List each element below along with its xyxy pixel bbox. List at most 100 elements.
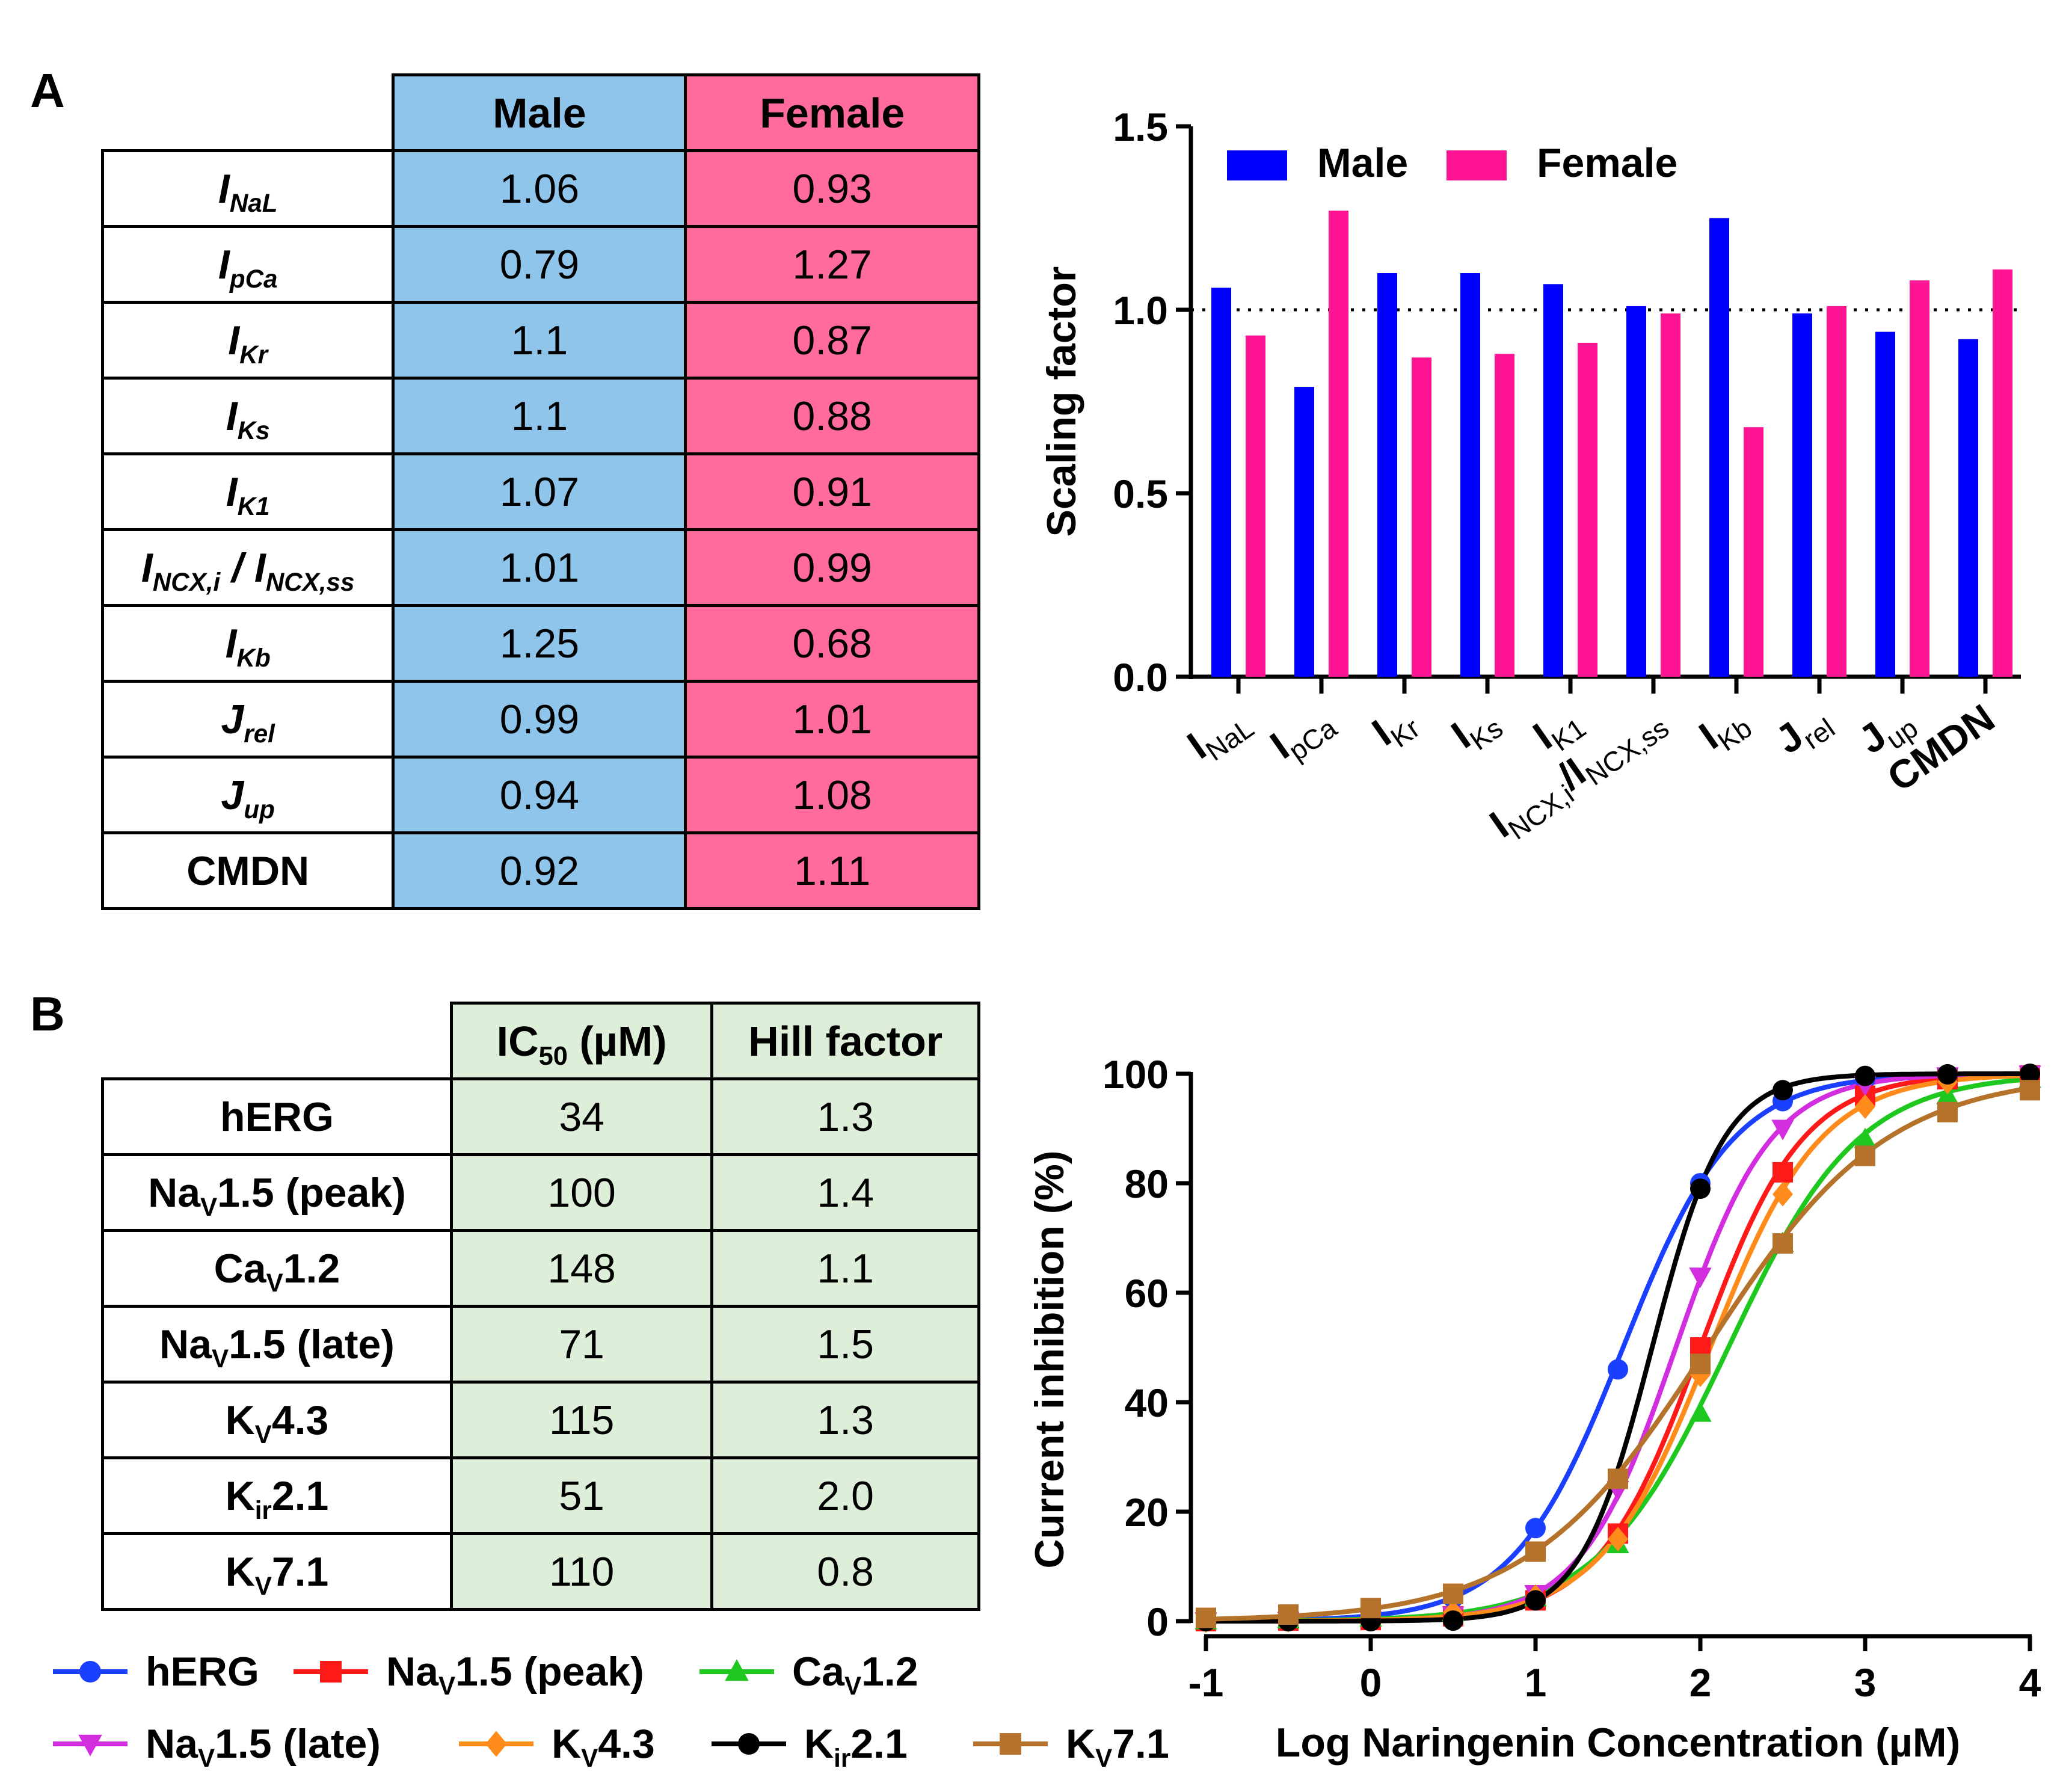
channel-suffix: 1.5 (late)	[229, 1321, 395, 1367]
table-row: KV7.1 110 0.8	[101, 1532, 980, 1611]
data-point	[1525, 1590, 1546, 1611]
bar-female	[1661, 313, 1680, 677]
row-label-main: I	[226, 393, 238, 439]
table-row: IKs 1.1 0.88	[100, 377, 980, 455]
legend-item: NaV1.5 (peak)	[289, 1648, 644, 1698]
data-point	[1525, 1518, 1546, 1539]
bar-male	[1958, 339, 1978, 677]
row-label-main: I	[218, 241, 230, 288]
y-tick-label: 100	[1102, 1052, 1169, 1097]
data-point	[1937, 1064, 1958, 1085]
row-label-main: I	[141, 544, 153, 591]
male-value: 0.94	[392, 756, 687, 834]
bar-female	[1744, 427, 1763, 677]
hill-value: 1.1	[710, 1229, 980, 1308]
panel-b-label: B	[30, 987, 65, 1041]
x-tick-label: 3	[1854, 1660, 1877, 1705]
subscript: Kr	[239, 340, 268, 369]
table-row: Jup 0.94 1.08	[100, 756, 980, 834]
hill-value: 1.5	[710, 1305, 980, 1384]
data-point	[1855, 1065, 1875, 1086]
male-value: 1.01	[392, 528, 687, 607]
table-row: INCX,i / INCX,ss 1.01 0.99	[100, 528, 980, 607]
table-row: KV4.3 115 1.3	[101, 1381, 980, 1459]
channel-label: NaV1.5 (late)	[101, 1305, 453, 1384]
female-value: 1.11	[684, 831, 980, 910]
channel-name: K	[225, 1473, 255, 1519]
ic50-value: 71	[449, 1305, 714, 1384]
legend-marker-icon	[53, 1734, 128, 1757]
channel-suffix: 1.2	[283, 1245, 340, 1292]
hill-value: 0.8	[710, 1532, 980, 1611]
data-point	[1689, 1401, 1712, 1422]
table-row: CaV1.2 148 1.1	[101, 1229, 980, 1308]
legend-label: NaV1.5 (peak)	[386, 1648, 644, 1698]
subscript: V	[197, 1743, 215, 1772]
table-row: CMDN 0.92 1.11	[100, 831, 980, 910]
subscript: pCa	[229, 264, 278, 293]
data-point	[1443, 1610, 1463, 1631]
subscript: K1	[237, 491, 270, 520]
row-label-main: I	[225, 620, 237, 667]
data-point	[1608, 1468, 1628, 1489]
legend-tail: 2.1	[850, 1721, 908, 1767]
channel-name: hERG	[220, 1094, 334, 1140]
x-tick-label: 2	[1690, 1660, 1712, 1705]
data-point	[1771, 1119, 1794, 1141]
data-point	[1689, 1267, 1712, 1289]
legend-label: hERG	[146, 1648, 259, 1695]
legend-tail: 7.1	[1112, 1721, 1169, 1767]
channel-name: Ca	[214, 1245, 266, 1292]
channel-label: CaV1.2	[101, 1229, 453, 1308]
table-row: hERG 34 1.3	[101, 1077, 980, 1156]
y-axis-title: Current inhibition (%)	[1027, 1150, 1072, 1568]
row-label-main: J	[221, 772, 244, 818]
legend-main: K	[552, 1721, 582, 1767]
y-tick-label: 20	[1125, 1490, 1169, 1535]
bar-female	[1827, 306, 1846, 677]
row-label: INCX,i / INCX,ss	[100, 528, 395, 607]
bar-male	[1294, 387, 1314, 677]
subscript: NCX,i	[152, 567, 221, 596]
y-tick-label: 60	[1125, 1271, 1169, 1316]
bar-male	[1211, 288, 1231, 677]
table-corner	[103, 75, 393, 151]
x-tick-label: 1	[1525, 1660, 1547, 1705]
female-value: 1.08	[684, 756, 980, 834]
subscript: rel	[244, 719, 275, 748]
male-column-header: Male	[392, 73, 687, 152]
subscript: V	[438, 1671, 456, 1700]
bar-female	[1495, 354, 1514, 677]
bar-male	[1626, 306, 1646, 677]
table-row: IK1 1.07 0.91	[100, 452, 980, 531]
hill-value: 1.3	[710, 1381, 980, 1459]
legend-main: K	[804, 1721, 834, 1767]
table-row: NaV1.5 (peak) 100 1.4	[101, 1153, 980, 1232]
data-point	[1690, 1353, 1711, 1375]
y-tick-label: 1.5	[1113, 105, 1168, 149]
channel-name: K	[225, 1548, 255, 1595]
subscript: V	[254, 1420, 272, 1449]
legend-main: hERG	[146, 1649, 259, 1695]
y-tick-label: 40	[1125, 1381, 1169, 1425]
scaling-factor-table: Male Female INaL 1.06 0.93 IpCa 0.79 1.27 IKr 1…	[100, 73, 980, 910]
scaling-factor-bar-chart: 0.0 0.5 1.0 1.5 Scaling factor INaL IpCa IKr IKs…	[1039, 105, 2021, 846]
data-point	[1608, 1527, 1628, 1551]
y-tick-label: 0.5	[1113, 472, 1168, 516]
male-value: 1.06	[392, 149, 687, 228]
row-label-main: / I	[220, 544, 266, 591]
row-label-main: I	[226, 469, 238, 515]
female-value: 0.68	[684, 604, 980, 683]
bar-male	[1792, 313, 1812, 677]
legend-marker-icon	[699, 1659, 774, 1681]
data-point	[1773, 1080, 1793, 1101]
panel-a-label: A	[30, 64, 65, 117]
channel-label: KV4.3	[101, 1381, 453, 1459]
female-value: 1.01	[684, 680, 980, 759]
row-label: IKr	[100, 301, 395, 380]
row-label-main: CMDN	[186, 848, 310, 894]
ic50-value: 110	[449, 1532, 714, 1611]
data-point	[1196, 1607, 1216, 1628]
row-label: IKs	[100, 377, 395, 455]
subscript: V	[266, 1268, 283, 1297]
